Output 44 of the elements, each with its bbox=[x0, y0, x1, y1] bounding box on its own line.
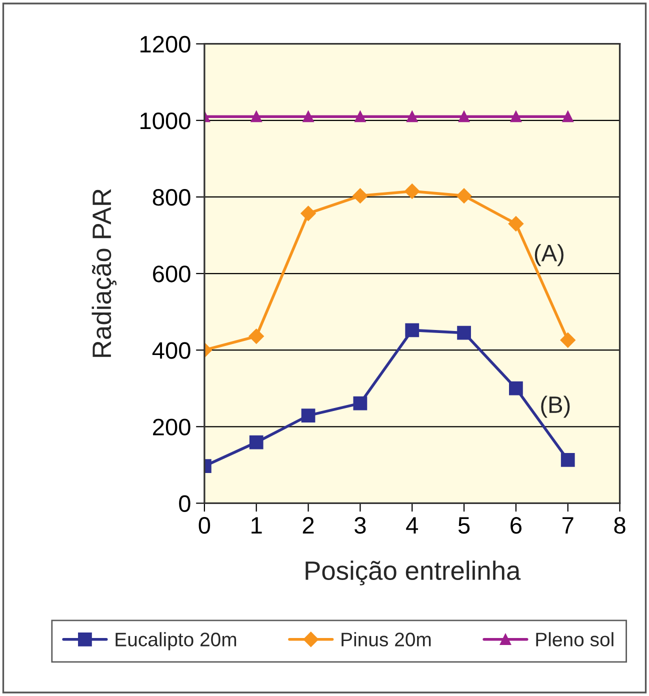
legend-label: Eucalipto 20m bbox=[116, 632, 236, 650]
x-tick-label: 3 bbox=[354, 517, 366, 534]
point bbox=[562, 111, 574, 122]
annotation: (A) bbox=[534, 244, 564, 266]
point bbox=[353, 396, 368, 410]
point bbox=[457, 326, 471, 340]
y-tick-label: 800 bbox=[152, 189, 190, 206]
point bbox=[508, 216, 524, 232]
point bbox=[302, 111, 314, 122]
point bbox=[456, 188, 472, 204]
x-tick-label: 2 bbox=[302, 517, 314, 534]
x-tick-label: 6 bbox=[510, 517, 522, 534]
y-tick-label: 1200 bbox=[140, 36, 190, 53]
point bbox=[301, 408, 316, 422]
y-axis-title: Radiação PAR bbox=[92, 189, 116, 357]
point bbox=[458, 111, 470, 122]
y-tick-label: 1000 bbox=[140, 112, 190, 130]
y-tick-label: 200 bbox=[153, 418, 190, 436]
x-tick-label: 4 bbox=[406, 517, 418, 534]
legend-label: Pleno sol bbox=[536, 632, 614, 646]
point bbox=[405, 323, 420, 338]
point bbox=[560, 453, 575, 467]
point bbox=[352, 188, 368, 204]
x-tick-label: 0 bbox=[198, 517, 210, 534]
point bbox=[509, 381, 523, 396]
point bbox=[354, 111, 366, 122]
x-axis-title: Posição entrelinha bbox=[306, 560, 521, 586]
x-tick-label: 8 bbox=[614, 517, 626, 534]
point bbox=[406, 111, 418, 122]
x-tick-label: 5 bbox=[458, 517, 470, 534]
point bbox=[510, 111, 522, 122]
y-tick-label: 0 bbox=[179, 495, 190, 512]
x-tick-label: 7 bbox=[562, 517, 574, 534]
y-tick-label: 600 bbox=[153, 266, 190, 282]
point bbox=[560, 332, 576, 348]
point bbox=[249, 435, 264, 450]
legend-label: Pinus 20m bbox=[342, 632, 431, 646]
point bbox=[250, 111, 262, 122]
point bbox=[248, 328, 264, 344]
point bbox=[404, 184, 420, 199]
y-tick-label: 400 bbox=[152, 342, 190, 359]
point bbox=[300, 206, 316, 221]
annotation: (B) bbox=[541, 396, 570, 418]
x-tick-label: 1 bbox=[252, 517, 262, 534]
